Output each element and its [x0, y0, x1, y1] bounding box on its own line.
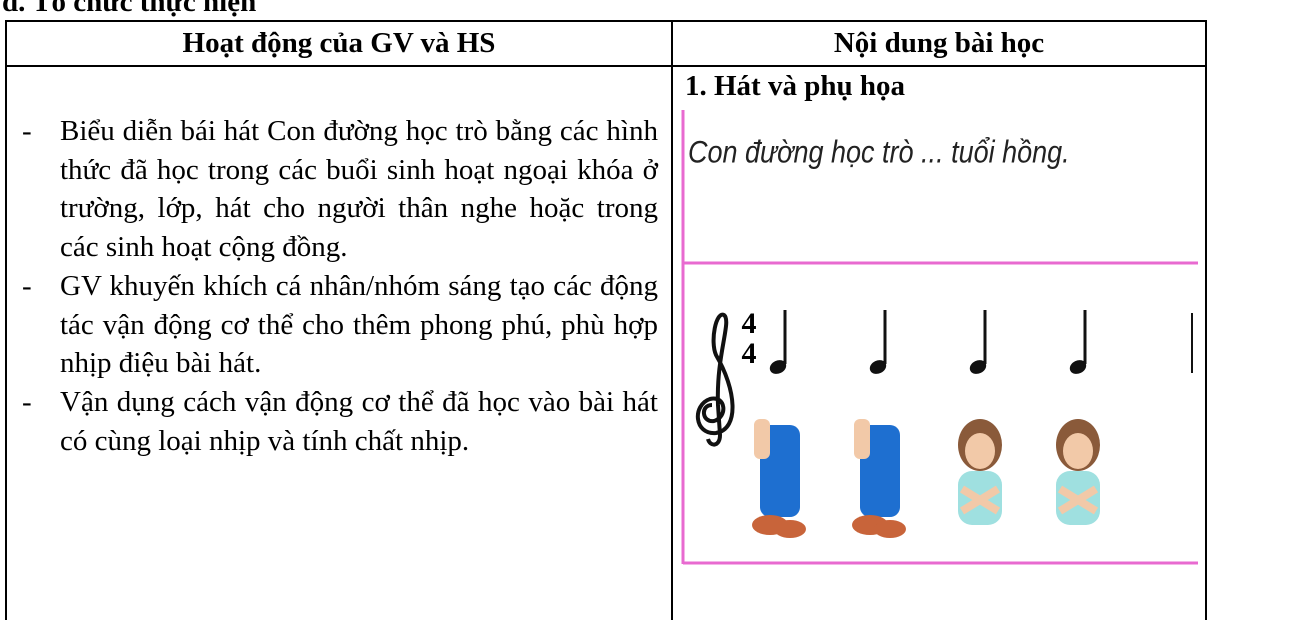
notes [769, 310, 1193, 374]
illustration: 4 4 [681, 110, 1198, 565]
figure-legs [752, 419, 906, 538]
treble-clef [695, 312, 735, 447]
activity-item: Vận dụng cách vận động cơ thể đã học vào… [22, 383, 658, 460]
table-border [5, 65, 1207, 67]
time-signature: 4 [742, 337, 757, 370]
activity-list: Biểu diễn bái hát Con đường học trò bằng… [22, 112, 658, 460]
table-border [5, 20, 1207, 22]
section-title: 1. Hát và phụ họa [685, 70, 905, 102]
activity-item: Biểu diễn bái hát Con đường học trò bằng… [22, 112, 658, 267]
table-border [671, 20, 673, 620]
heading: d. Tổ chức thực hiện [2, 0, 257, 18]
table-border [5, 20, 7, 620]
time-signature: 4 [742, 307, 757, 340]
lyric: Con đường học trò ... tuổi hồng. [688, 135, 1070, 170]
column-header: Nội dung bài học [833, 27, 1045, 59]
column-header: Hoạt động của GV và HS [182, 27, 496, 59]
activity-item: GV khuyến khích cá nhân/nhóm sáng tạo cá… [22, 267, 658, 383]
figure-person [958, 419, 1100, 525]
table-border [1205, 20, 1207, 620]
